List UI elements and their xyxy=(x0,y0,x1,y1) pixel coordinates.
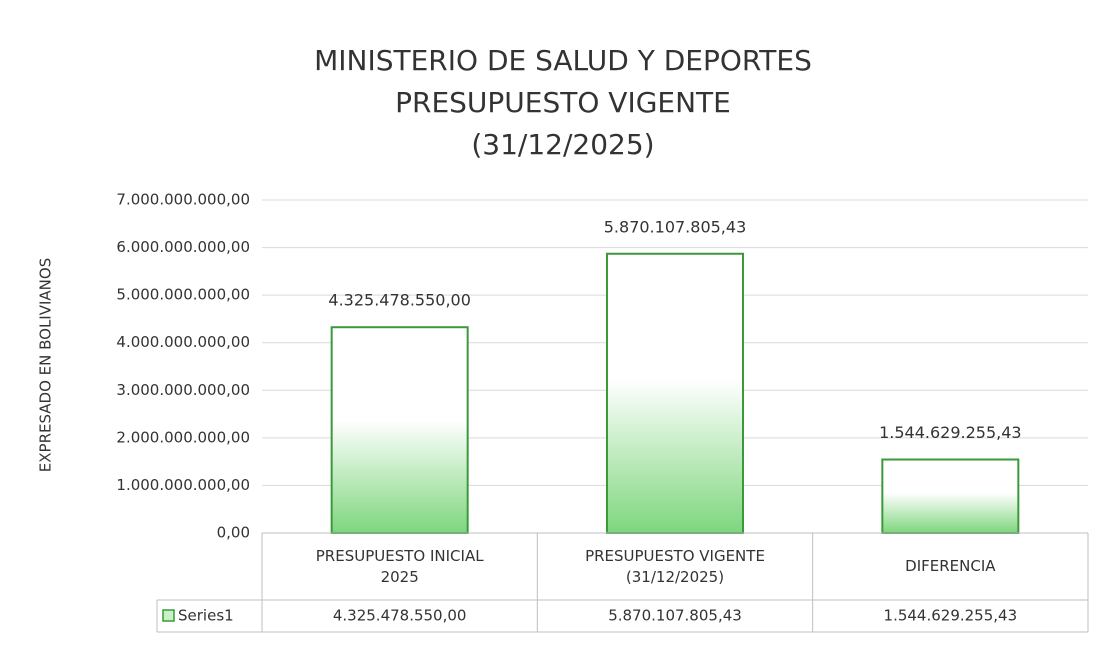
x-tick-label: DIFERENCIA xyxy=(905,557,996,576)
data-label: 1.544.629.255,43 xyxy=(879,423,1022,442)
table-value: 5.870.107.805,43 xyxy=(608,607,742,625)
bar xyxy=(330,326,469,534)
y-tick-label: 7.000.000.000,00 xyxy=(116,191,250,209)
y-tick-label: 0,00 xyxy=(217,524,250,542)
y-tick-label: 1.000.000.000,00 xyxy=(116,476,250,494)
table-cell-box: PRESUPUESTO INICIAL 2025 xyxy=(315,547,484,586)
chart-title: (31/12/2025) xyxy=(471,128,654,161)
x-tick-label: PRESUPUESTO INICIAL 2025 xyxy=(315,547,484,586)
y-tick-label: 3.000.000.000,00 xyxy=(116,381,250,399)
bar xyxy=(881,458,1020,534)
y-tick-label: 4.000.000.000,00 xyxy=(116,333,250,351)
table-value: 1.544.629.255,43 xyxy=(884,607,1018,625)
legend-swatch xyxy=(162,609,175,622)
bar xyxy=(606,252,744,534)
chart-title: MINISTERIO DE SALUD Y DEPORTES xyxy=(314,44,812,77)
y-axis-label: EXPRESADO EN BOLIVIANOS xyxy=(37,258,55,472)
y-tick-label: 2.000.000.000,00 xyxy=(116,428,250,446)
y-tick-label: 6.000.000.000,00 xyxy=(116,238,250,256)
data-label: 5.870.107.805,43 xyxy=(604,217,747,236)
y-tick-label: 5.000.000.000,00 xyxy=(116,286,250,304)
legend-label: Series1 xyxy=(178,607,234,625)
data-label: 4.325.478.550,00 xyxy=(328,291,471,310)
chart-title: PRESUPUESTO VIGENTE xyxy=(395,86,731,119)
table-cell-box: DIFERENCIA xyxy=(905,557,996,576)
table-cell-box: PRESUPUESTO VIGENTE (31/12/2025) xyxy=(585,547,765,586)
x-tick-label: PRESUPUESTO VIGENTE (31/12/2025) xyxy=(585,547,765,586)
table-value: 4.325.478.550,00 xyxy=(333,607,467,625)
